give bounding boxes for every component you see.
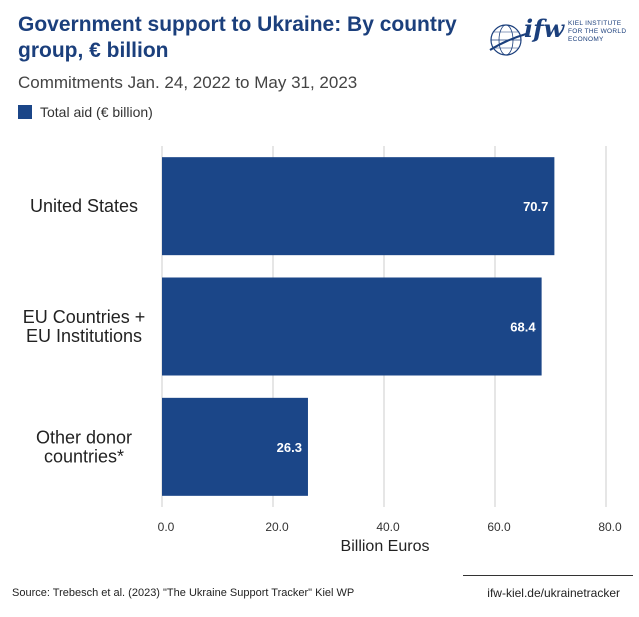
category-label: Other donor [36, 427, 132, 447]
bar-value-label: 68.4 [510, 320, 536, 335]
bar-value-label: 26.3 [277, 440, 302, 455]
chart-title: Government support to Ukraine: By countr… [18, 13, 457, 62]
logo-mark: ifw [524, 14, 565, 43]
logo-text: KIEL INSTITUTE FOR THE WORLD ECONOMY [568, 20, 627, 43]
tracker-url[interactable]: ifw-kiel.de/ukrainetracker [487, 586, 620, 600]
category-label: United States [30, 196, 138, 216]
source-note: Source: Trebesch et al. (2023) "The Ukra… [12, 587, 355, 599]
x-tick-label: 40.0 [376, 520, 400, 534]
x-axis-label: Billion Euros [341, 538, 430, 555]
ifw-logo: ifw KIEL INSTITUTE FOR THE WORLD ECONOMY [488, 12, 628, 60]
category-label: countries* [44, 446, 124, 466]
legend: Total aid (€ billion) [18, 104, 153, 120]
x-tick-label: 80.0 [598, 520, 622, 534]
legend-label: Total aid (€ billion) [40, 104, 153, 120]
bar [162, 157, 555, 256]
bar [162, 397, 308, 496]
x-tick-label: 20.0 [265, 520, 289, 534]
chart-subtitle: Commitments Jan. 24, 2022 to May 31, 202… [18, 73, 358, 92]
bar-value-label: 70.7 [523, 199, 548, 214]
bar [162, 277, 542, 376]
x-tick-label: 60.0 [487, 520, 511, 534]
x-tick-label: 0.0 [158, 520, 175, 534]
category-label: EU Countries + [23, 307, 146, 327]
footer-divider [463, 575, 633, 576]
category-label: EU Institutions [26, 326, 142, 346]
globe-icon [489, 24, 527, 56]
legend-swatch [18, 105, 32, 119]
